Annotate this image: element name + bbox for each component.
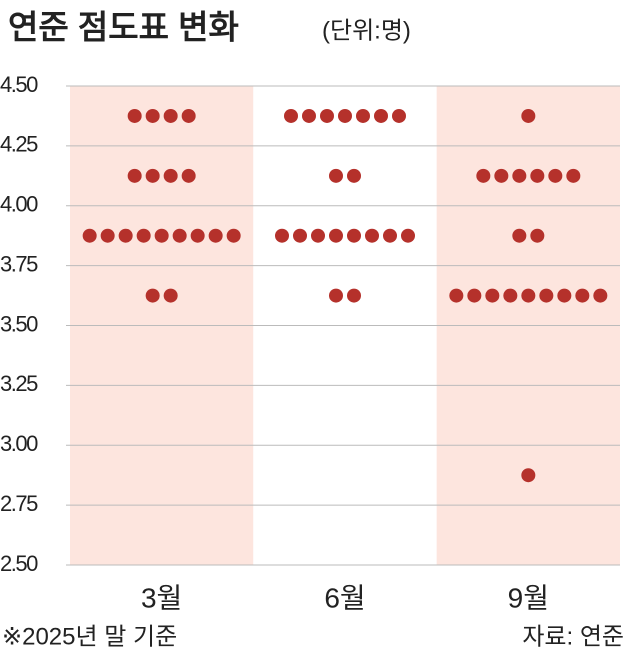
dot	[512, 168, 527, 183]
dot	[145, 288, 160, 303]
dot	[320, 108, 334, 123]
dot	[275, 228, 289, 243]
dot	[329, 288, 343, 303]
dot	[401, 228, 415, 243]
dot	[575, 288, 590, 303]
y-tick-label: 3.75	[0, 251, 38, 276]
dot	[172, 228, 187, 243]
dot	[485, 288, 500, 303]
dot	[449, 288, 464, 303]
dot	[521, 468, 536, 483]
dot	[100, 228, 115, 243]
dot	[163, 108, 178, 123]
x-tick-label: 9월	[508, 582, 549, 613]
dot	[548, 168, 563, 183]
dot	[82, 228, 97, 243]
y-tick-label: 4.00	[0, 192, 38, 217]
dot	[190, 228, 205, 243]
dot	[530, 168, 545, 183]
y-tick-label: 3.00	[0, 431, 38, 456]
dot	[383, 228, 397, 243]
dot	[539, 288, 554, 303]
dot	[329, 168, 343, 183]
y-tick-label: 4.25	[0, 132, 38, 157]
dot	[226, 228, 241, 243]
dot	[347, 228, 361, 243]
dot	[557, 288, 572, 303]
source: 자료: 연준	[522, 623, 624, 650]
dot	[163, 288, 178, 303]
dot	[356, 108, 370, 123]
dot	[593, 288, 608, 303]
dot	[163, 168, 178, 183]
y-tick-label: 3.50	[0, 311, 38, 336]
dot	[127, 108, 142, 123]
dot	[503, 288, 518, 303]
dot	[476, 168, 491, 183]
dot	[338, 108, 352, 123]
y-tick-label: 2.50	[0, 551, 38, 576]
dot	[521, 288, 536, 303]
dot	[208, 228, 223, 243]
dot	[392, 108, 406, 123]
dot	[521, 108, 536, 123]
y-tick-label: 2.75	[0, 491, 38, 516]
dot	[467, 288, 482, 303]
dot	[145, 168, 160, 183]
chart-subtitle: (단위:명)	[322, 17, 411, 44]
dot	[284, 108, 298, 123]
note: ※2025년 말 기준	[2, 623, 177, 650]
dot	[365, 228, 379, 243]
dot	[181, 108, 196, 123]
dot	[566, 168, 581, 183]
dot	[181, 168, 196, 183]
dot	[530, 228, 545, 243]
x-tick-label: 3월	[141, 582, 182, 613]
dot	[494, 168, 509, 183]
dot	[154, 228, 169, 243]
dot	[293, 228, 307, 243]
dot	[347, 168, 361, 183]
y-tick-label: 4.50	[0, 72, 38, 97]
dot	[302, 108, 316, 123]
dot	[329, 228, 343, 243]
dot	[512, 228, 527, 243]
x-tick-label: 6월	[324, 582, 365, 613]
dot	[118, 228, 133, 243]
dot	[145, 108, 160, 123]
y-tick-label: 3.25	[0, 371, 38, 396]
dot	[347, 288, 361, 303]
dot	[136, 228, 151, 243]
dot	[127, 168, 142, 183]
chart-title: 연준 점도표 변화	[8, 9, 239, 46]
dot	[311, 228, 325, 243]
dot	[374, 108, 388, 123]
